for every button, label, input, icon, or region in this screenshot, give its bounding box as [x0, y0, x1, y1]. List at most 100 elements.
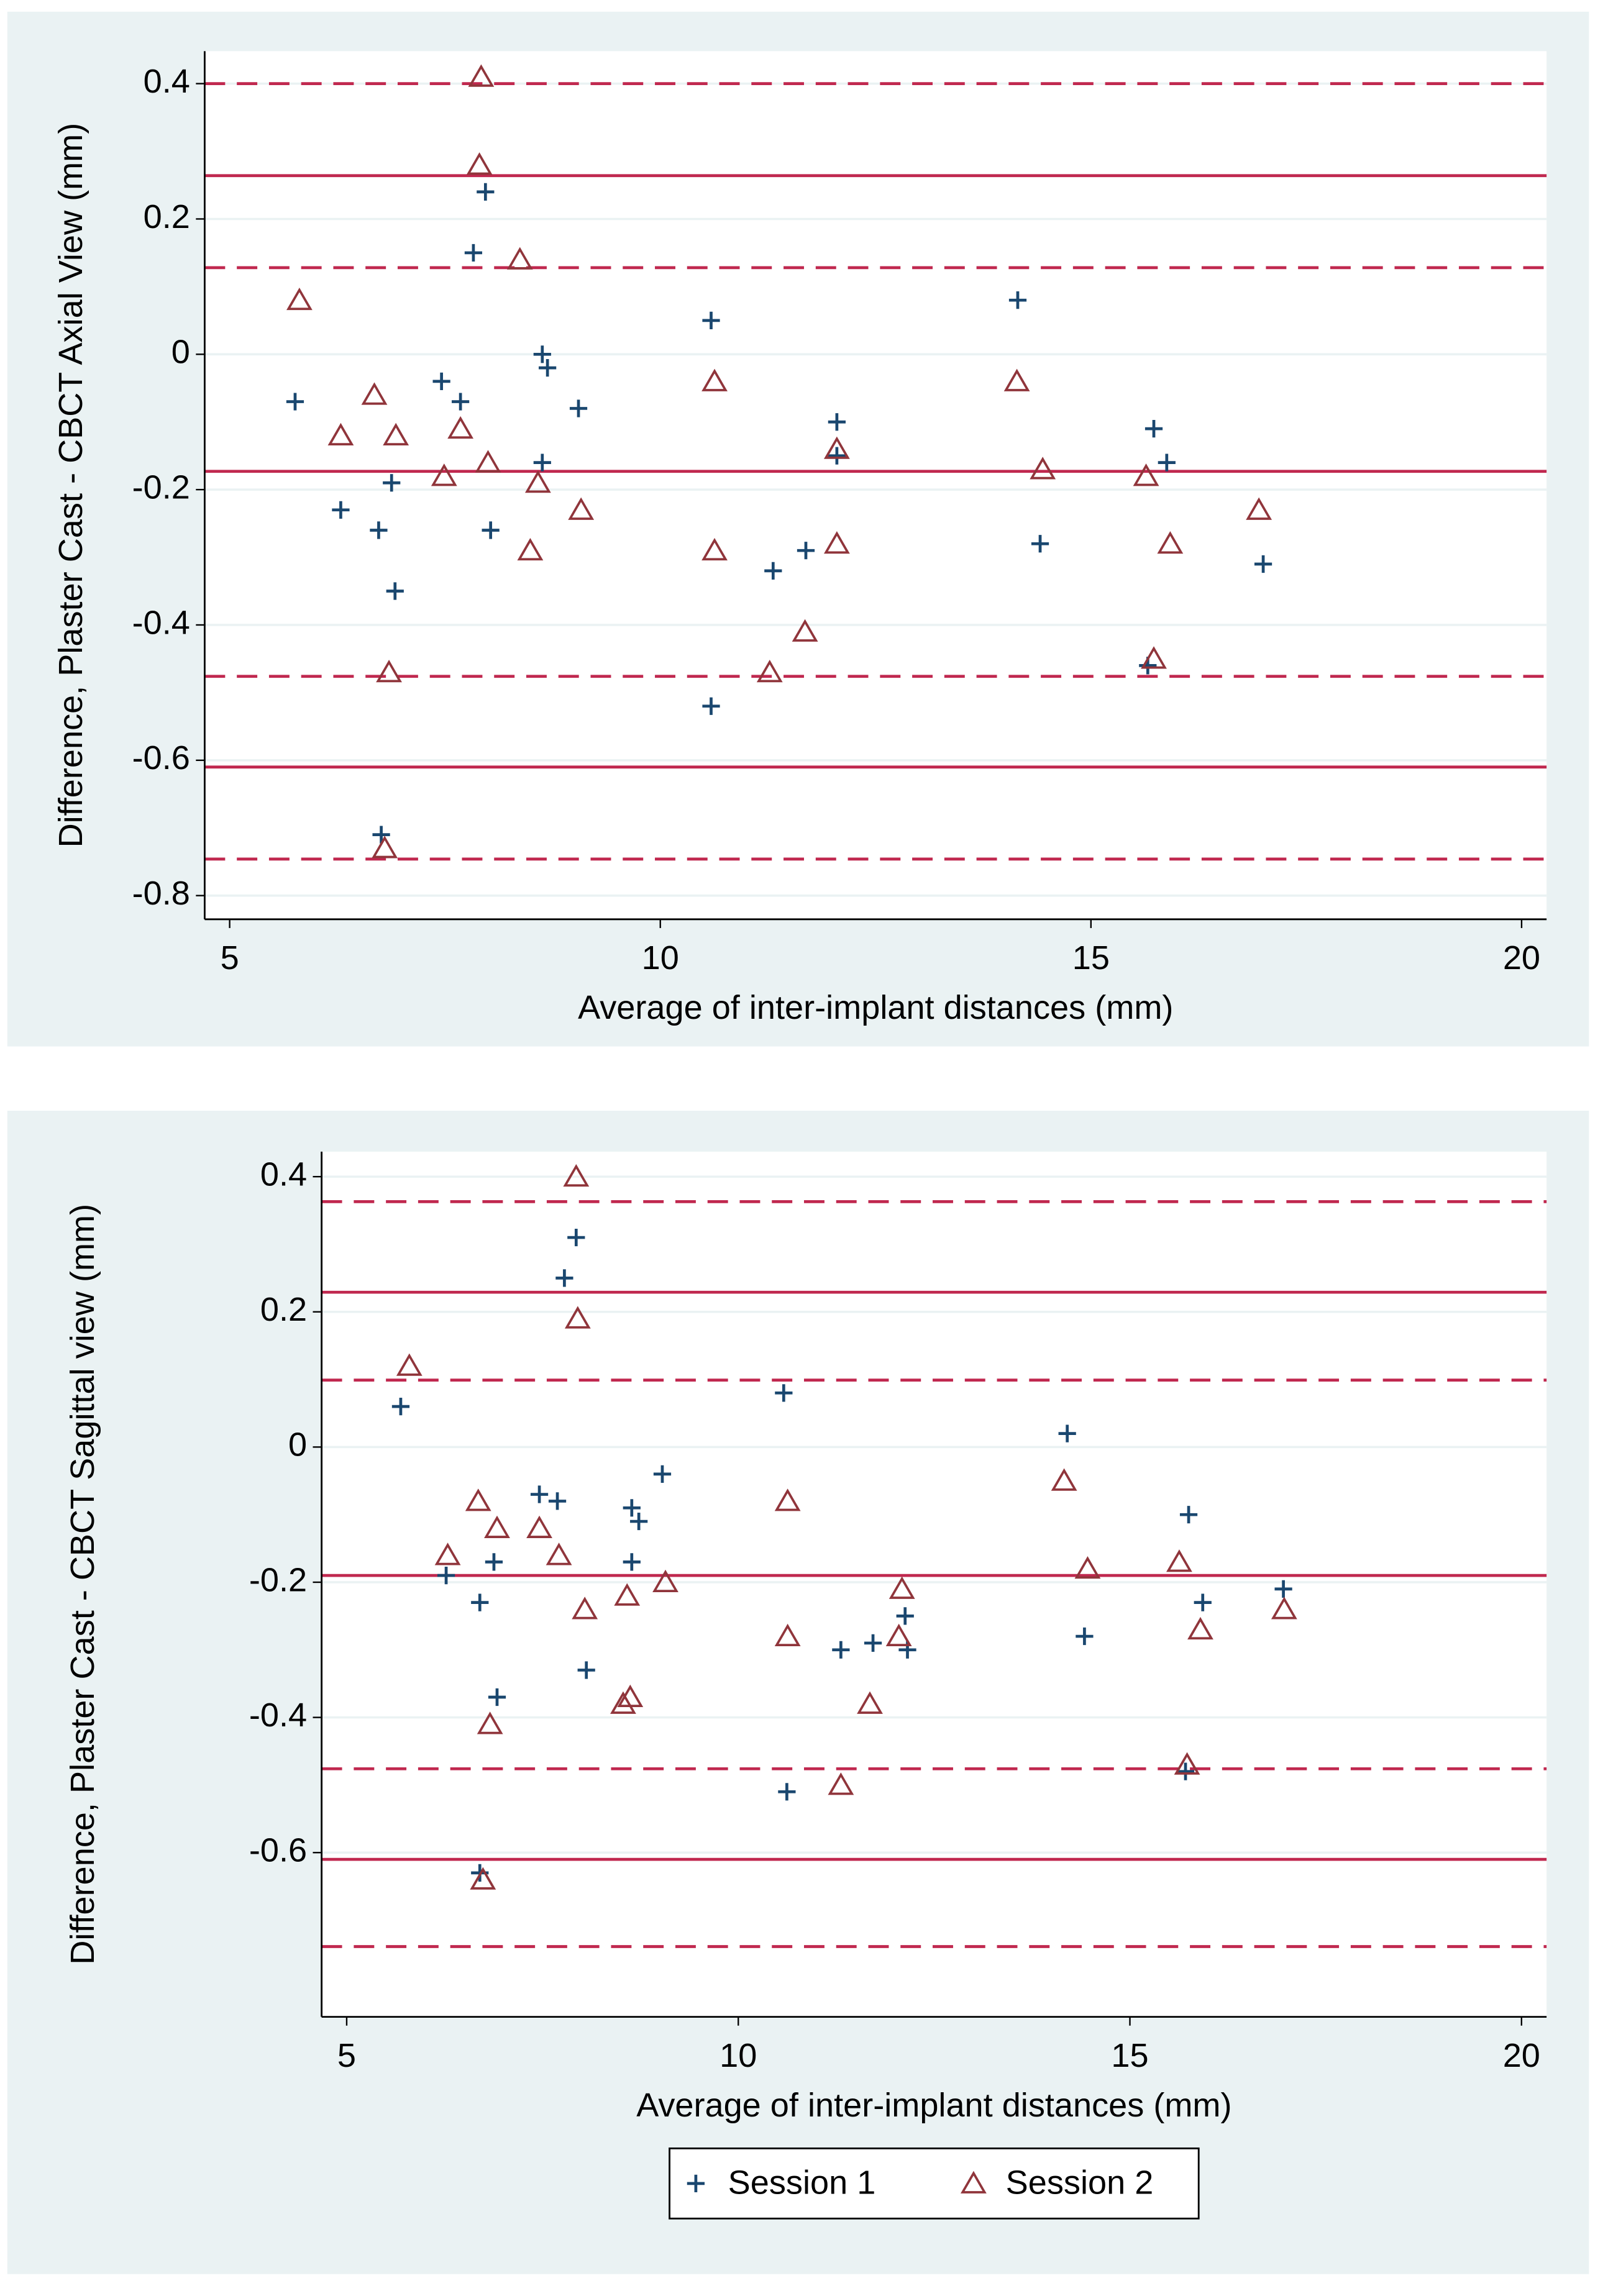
point: [617, 1684, 644, 1707]
point: [361, 382, 388, 405]
point: [286, 393, 304, 411]
point: [832, 1641, 850, 1659]
point: [286, 287, 313, 311]
point: [1179, 1506, 1198, 1524]
point: [1030, 457, 1056, 480]
point: [653, 1465, 672, 1483]
legend-label: Session 2: [1006, 2164, 1154, 2201]
point: [470, 1867, 496, 1890]
point: [370, 521, 388, 539]
y-axis-title: Difference, Plaster Cast - CBCT Sagittal…: [64, 1204, 101, 1965]
plot-area: [204, 51, 1547, 919]
point: [391, 1397, 410, 1416]
x-axis-title: Average of inter-implant distances (mm): [636, 2087, 1231, 2124]
point: [327, 422, 354, 446]
y-tick-label: 0.4: [260, 1155, 307, 1193]
point: [386, 582, 404, 600]
point: [577, 1661, 595, 1679]
point: [477, 1711, 503, 1734]
y-tick-label: -0.4: [249, 1697, 307, 1734]
point: [1157, 531, 1184, 554]
point: [1254, 555, 1272, 573]
point: [1246, 497, 1272, 520]
point: [432, 372, 450, 390]
point: [778, 1783, 796, 1801]
point: [896, 1607, 914, 1625]
point: [434, 1542, 461, 1565]
point: [1176, 1762, 1195, 1780]
point: [1031, 535, 1049, 553]
x-tick-label: 20: [1503, 939, 1540, 977]
point: [857, 1691, 883, 1714]
point: [572, 1597, 598, 1620]
point: [630, 1512, 648, 1531]
point: [533, 345, 551, 363]
point: [372, 836, 398, 859]
x-tick-label: 10: [719, 2037, 757, 2074]
point: [828, 447, 846, 465]
point: [475, 450, 501, 473]
point: [1174, 1752, 1200, 1775]
point: [452, 393, 470, 411]
point: [437, 1567, 455, 1585]
x-tick-label: 10: [642, 939, 679, 977]
point: [447, 416, 474, 439]
point: [1271, 1597, 1297, 1620]
point: [466, 152, 493, 175]
point: [372, 826, 390, 844]
point: [567, 1228, 585, 1247]
point: [774, 1623, 801, 1647]
point: [484, 1515, 510, 1538]
y-tick-label: 0: [288, 1426, 307, 1464]
x-tick-label: 15: [1111, 2037, 1148, 2074]
point: [548, 1492, 567, 1510]
point: [623, 1553, 641, 1571]
point: [614, 1583, 641, 1606]
point: [471, 1593, 489, 1611]
point: [383, 422, 409, 446]
point: [828, 413, 846, 431]
point: [485, 1553, 503, 1571]
point: [774, 1488, 801, 1511]
x-tick-label: 20: [1503, 2037, 1540, 2074]
point: [569, 399, 588, 417]
y-tick-label: -0.2: [132, 468, 190, 506]
y-tick-label: 0.2: [260, 1291, 307, 1328]
point: [546, 1542, 572, 1565]
point: [526, 1515, 552, 1538]
y-tick-label: -0.8: [132, 875, 190, 912]
point: [1166, 1549, 1192, 1572]
point: [1076, 1627, 1094, 1646]
legend-marker: [687, 2174, 705, 2192]
point: [1158, 453, 1176, 472]
point: [702, 311, 720, 329]
point: [376, 660, 402, 683]
point: [465, 1488, 491, 1511]
point: [488, 1688, 506, 1706]
x-tick-label: 5: [221, 939, 239, 977]
point: [568, 497, 595, 520]
point: [889, 1576, 915, 1599]
point: [828, 1772, 854, 1795]
point: [1141, 646, 1167, 669]
point: [555, 1269, 573, 1287]
y-axis-title: Difference, Plaster Cast - CBCT Axial Vi…: [52, 123, 89, 848]
point: [1074, 1556, 1101, 1579]
point: [775, 1384, 793, 1402]
point: [864, 1634, 882, 1652]
y-tick-label: 0.2: [144, 198, 190, 235]
point: [1144, 420, 1163, 438]
point: [702, 697, 720, 715]
point: [1003, 368, 1030, 391]
point: [623, 1499, 641, 1517]
x-tick-label: 5: [337, 2037, 356, 2074]
point: [1187, 1616, 1213, 1640]
point: [885, 1623, 912, 1647]
point: [797, 542, 815, 560]
point: [701, 537, 728, 561]
legend-marker: [961, 2171, 987, 2194]
x-tick-label: 15: [1072, 939, 1110, 977]
point: [383, 474, 401, 492]
point: [823, 436, 850, 459]
